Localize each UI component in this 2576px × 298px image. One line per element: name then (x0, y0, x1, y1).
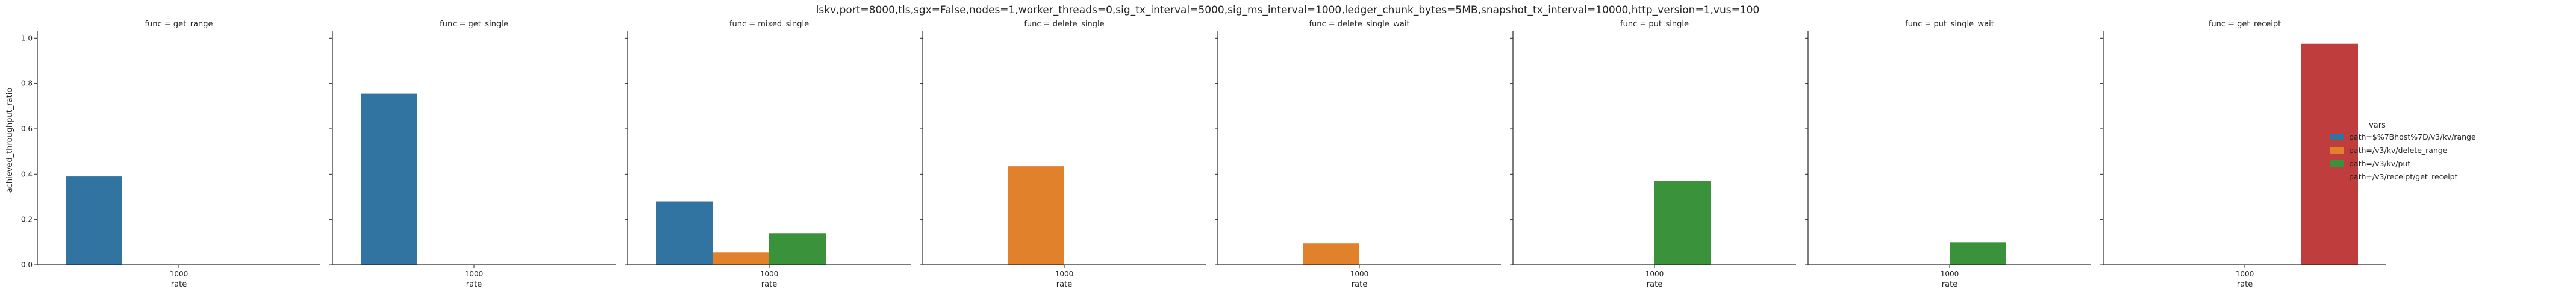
bar (1950, 242, 2006, 265)
legend-swatch (2330, 147, 2344, 154)
x-axis-label: rate (171, 280, 187, 289)
legend-swatch (2330, 134, 2344, 140)
x-axis-label: rate (2237, 280, 2253, 289)
y-tick-label: 0.6 (21, 125, 33, 133)
x-axis-label: rate (1056, 280, 1072, 289)
panel-title: func = get_single (440, 20, 508, 29)
bar (656, 201, 713, 265)
x-axis-label: rate (761, 280, 777, 289)
facet-panel: func = get_range 0.0 0.2 0.4 0.6 0.8 1.0 1000 ra… (21, 20, 320, 289)
legend-label: path=/v3/kv/delete_range (2349, 146, 2448, 155)
panel-title: func = delete_single_wait (1309, 20, 1409, 29)
panel-title: func = mixed_single (729, 20, 809, 29)
panel-title: func = put_single_wait (1905, 20, 1994, 29)
y-tick-label: 1.0 (21, 34, 33, 42)
chart-title: lskv,port=8000,tls,sgx=False,nodes=1,wor… (816, 4, 1760, 16)
bar (713, 252, 769, 265)
bar (2301, 43, 2358, 265)
y-tick-label: 0.8 (21, 79, 33, 88)
x-tick-label: 1000 (1350, 270, 1369, 278)
legend-swatch (2330, 160, 2344, 167)
x-tick-label: 1000 (1055, 270, 1074, 278)
bar (361, 93, 417, 265)
facet-panel: func = delete_single 1000 rate (920, 20, 1206, 289)
x-tick-label: 1000 (2236, 270, 2254, 278)
facet-panel: func = get_receipt 1000 rate (2100, 20, 2386, 289)
y-tick-label: 0.0 (21, 261, 33, 269)
panel-title: func = get_range (145, 20, 213, 29)
bar (769, 233, 826, 265)
y-tick-label: 0.2 (21, 216, 33, 224)
legend-label: path=$%7Bhost%7D/v3/kv/range (2349, 132, 2476, 141)
facet-panel: func = mixed_single 1000 rate (625, 20, 911, 289)
x-tick-label: 1000 (465, 270, 484, 278)
y-tick-label: 0.4 (21, 170, 33, 178)
bar (1654, 181, 1711, 265)
x-axis-label: rate (1352, 280, 1367, 289)
x-axis-label: rate (466, 280, 482, 289)
x-tick-label: 1000 (1645, 270, 1664, 278)
bar (1303, 243, 1359, 265)
legend-label: path=/v3/kv/put (2349, 159, 2410, 168)
facet-panel: func = put_single 1000 rate (1510, 20, 1796, 289)
legend: vars path=$%7Bhost%7D/v3/kv/range path=/v… (2330, 121, 2476, 181)
x-axis-label: rate (1647, 280, 1662, 289)
panel-title: func = get_receipt (2209, 20, 2281, 29)
panel-title: func = delete_single (1024, 20, 1104, 29)
y-axis-label: achieved_throughput_ratio (5, 88, 14, 193)
panel-title: func = put_single (1620, 20, 1689, 29)
facet-panels: func = get_range 0.0 0.2 0.4 0.6 0.8 1.0 1000 ra… (21, 20, 2386, 289)
facet-panel: func = put_single_wait 1000 rate (1805, 20, 2091, 289)
facet-panel: func = get_single 1000 rate (329, 20, 616, 289)
x-axis-label: rate (1942, 280, 1957, 289)
bar (1008, 166, 1064, 265)
legend-label: path=/v3/receipt/get_receipt (2349, 172, 2458, 181)
x-tick-label: 1000 (170, 270, 189, 278)
bar (66, 176, 122, 265)
legend-swatch (2330, 173, 2344, 180)
legend-title: vars (2369, 121, 2386, 130)
facet-panel: func = delete_single_wait 1000 rate (1215, 20, 1501, 289)
x-tick-label: 1000 (1941, 270, 1959, 278)
x-tick-label: 1000 (760, 270, 779, 278)
